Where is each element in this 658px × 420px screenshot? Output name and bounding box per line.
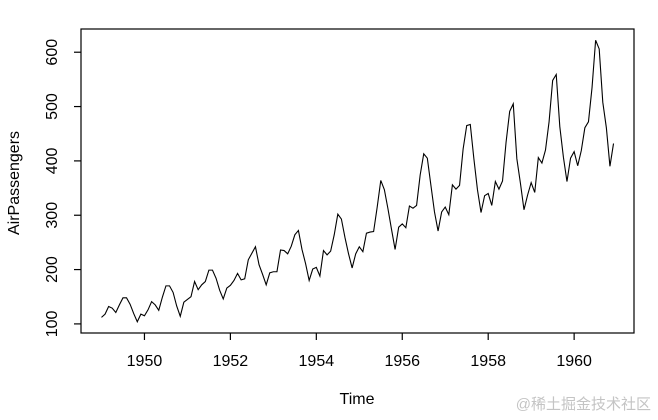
watermark: @稀土掘金技术社区	[516, 396, 651, 413]
y-tick-label: 400	[44, 147, 61, 174]
y-tick-label: 500	[44, 93, 61, 120]
x-tick-label: 1952	[213, 353, 249, 370]
y-tick-label: 100	[44, 310, 61, 337]
y-axis-ticks: 100 200 300 400 500 600	[44, 39, 81, 337]
y-tick-label: 300	[44, 202, 61, 229]
x-axis-ticks: 1950 1952 1954 1956 1958 1960	[127, 333, 592, 370]
x-axis-label: Time	[340, 391, 375, 408]
x-tick-label: 1960	[556, 353, 592, 370]
x-tick-label: 1954	[299, 353, 335, 370]
x-tick-label: 1958	[470, 353, 506, 370]
x-tick-label: 1956	[384, 353, 420, 370]
y-tick-label: 600	[44, 39, 61, 66]
plot-frame	[80, 28, 635, 334]
y-tick-label: 200	[44, 256, 61, 283]
y-axis-label: AirPassengers	[6, 131, 23, 235]
airpassengers-series-line	[101, 40, 615, 324]
x-tick-label: 1950	[127, 353, 163, 370]
